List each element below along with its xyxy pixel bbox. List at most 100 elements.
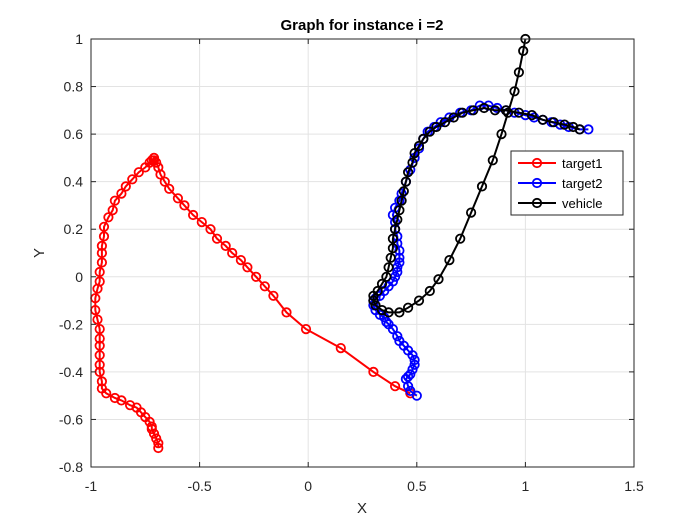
y-tick-label: 0	[75, 269, 83, 285]
data-point-vehicle	[431, 121, 442, 133]
data-point-vehicle	[487, 155, 498, 166]
data-point-vehicle	[559, 119, 570, 130]
data-point-target1	[94, 350, 105, 361]
data-point-vehicle	[424, 126, 435, 137]
data-point-vehicle	[413, 295, 425, 306]
y-tick-label: 0.4	[64, 174, 84, 190]
x-tick-label: -0.5	[188, 478, 212, 494]
data-point-target1	[281, 307, 292, 318]
data-point-vehicle	[465, 207, 477, 218]
data-point-target1	[133, 167, 144, 178]
legend-item-target2: target2	[518, 176, 602, 191]
series-target1	[90, 152, 416, 454]
data-point-vehicle	[526, 110, 538, 121]
data-point-target1	[103, 212, 114, 223]
data-point-target1	[146, 421, 157, 432]
data-point-target1	[94, 266, 105, 278]
x-tick-label: 0	[304, 478, 312, 494]
data-point-target2	[387, 276, 398, 287]
data-point-target2	[381, 316, 392, 328]
data-point-target1	[96, 376, 108, 387]
data-point-vehicle	[383, 307, 394, 318]
data-point-target1	[196, 217, 207, 228]
data-point-target1	[94, 333, 105, 344]
data-point-vehicle	[468, 105, 479, 116]
y-axis-label: Y	[31, 248, 48, 258]
data-point-vehicle	[455, 233, 466, 244]
axes: -1 -0.5 0 0.5 1 1.5 -0.8 -0.6 -0.4 -0.2 0 0.2 0.4 0.6…	[59, 31, 644, 494]
data-point-vehicle	[368, 295, 379, 306]
data-point-target1	[151, 157, 162, 168]
data-point-target1	[96, 247, 108, 259]
data-point-vehicle	[513, 107, 525, 118]
data-point-vehicle	[376, 304, 388, 316]
data-point-target2	[394, 257, 405, 268]
legend-item-target1: target1	[518, 156, 602, 171]
data-point-target2	[394, 335, 405, 347]
data-point-vehicle	[513, 67, 525, 78]
data-point-target1	[159, 176, 170, 187]
data-point-target1	[148, 155, 160, 166]
data-point-target2	[392, 266, 403, 278]
data-point-vehicle	[381, 271, 392, 282]
data-point-target1	[109, 195, 121, 206]
y-tick-label: 0.8	[64, 79, 84, 95]
data-point-vehicle	[537, 114, 548, 125]
x-axis-label: X	[357, 500, 367, 517]
data-point-vehicle	[396, 195, 407, 206]
legend-marker	[531, 197, 543, 209]
grid	[90, 38, 635, 468]
data-point-target2	[409, 359, 420, 370]
data-point-target1	[131, 402, 142, 413]
data-point-target1	[235, 255, 246, 266]
data-point-vehicle	[448, 112, 459, 123]
data-point-vehicle	[568, 121, 579, 133]
data-point-target1	[98, 231, 110, 242]
data-point-target1	[125, 400, 136, 411]
data-point-vehicle	[478, 102, 490, 114]
data-point-target2	[402, 371, 414, 382]
data-point-vehicle	[489, 105, 501, 116]
data-point-vehicle	[476, 181, 488, 192]
data-point-vehicle	[400, 176, 411, 187]
legend-item-vehicle: vehicle	[518, 196, 602, 211]
legend-label: target2	[562, 176, 602, 191]
data-point-vehicle	[370, 300, 381, 311]
data-point-vehicle	[518, 45, 529, 57]
data-point-vehicle	[502, 107, 514, 118]
data-point-vehicle	[457, 107, 468, 118]
legend-marker	[531, 177, 543, 189]
data-point-target1	[242, 262, 253, 273]
plot-area	[91, 39, 634, 467]
data-point-vehicle	[433, 274, 444, 285]
data-point-vehicle	[574, 124, 585, 135]
data-point-target1	[227, 247, 238, 259]
data-point-target1	[153, 438, 164, 449]
y-tick-label: -0.4	[59, 364, 83, 380]
data-point-target2	[392, 331, 403, 342]
data-point-target1	[120, 181, 131, 192]
data-point-vehicle	[387, 233, 398, 244]
data-point-target2	[405, 369, 416, 380]
data-point-target2	[409, 354, 420, 366]
data-point-target2	[405, 385, 416, 396]
data-point-vehicle	[418, 133, 429, 144]
data-point-vehicle	[394, 307, 405, 318]
data-point-vehicle	[409, 148, 420, 159]
data-point-target1	[335, 342, 346, 354]
data-point-target1	[155, 169, 166, 180]
data-point-target1	[205, 224, 216, 235]
y-tick-label: -0.6	[59, 411, 83, 427]
series-layer	[90, 33, 594, 454]
y-tick-label: 0.2	[64, 221, 84, 237]
data-point-target1	[116, 395, 127, 406]
data-point-vehicle	[385, 252, 396, 263]
data-point-target1	[94, 359, 105, 370]
data-point-target1	[211, 233, 223, 244]
data-point-target1	[188, 209, 199, 221]
data-point-target1	[98, 221, 110, 232]
x-tick-label: 1.5	[624, 478, 644, 494]
data-point-target1	[300, 323, 312, 335]
